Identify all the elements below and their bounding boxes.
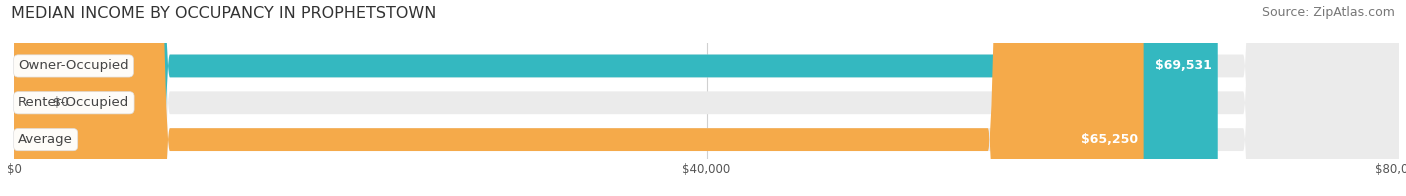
Text: $0: $0	[53, 96, 69, 109]
FancyBboxPatch shape	[14, 0, 1218, 196]
FancyBboxPatch shape	[14, 0, 1143, 196]
Text: Owner-Occupied: Owner-Occupied	[18, 59, 129, 73]
Text: Renter-Occupied: Renter-Occupied	[18, 96, 129, 109]
FancyBboxPatch shape	[14, 0, 1399, 196]
Text: Average: Average	[18, 133, 73, 146]
FancyBboxPatch shape	[6, 0, 53, 196]
FancyBboxPatch shape	[14, 0, 1399, 196]
Text: $69,531: $69,531	[1156, 59, 1212, 73]
Text: Source: ZipAtlas.com: Source: ZipAtlas.com	[1261, 6, 1395, 19]
Text: MEDIAN INCOME BY OCCUPANCY IN PROPHETSTOWN: MEDIAN INCOME BY OCCUPANCY IN PROPHETSTO…	[11, 6, 437, 21]
Text: $65,250: $65,250	[1081, 133, 1137, 146]
FancyBboxPatch shape	[14, 0, 1399, 196]
